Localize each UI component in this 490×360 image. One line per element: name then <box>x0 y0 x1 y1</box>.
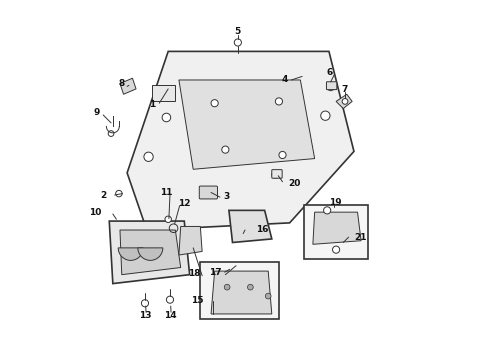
Circle shape <box>162 113 171 122</box>
Circle shape <box>272 171 279 178</box>
Circle shape <box>224 284 230 290</box>
Circle shape <box>165 216 172 222</box>
Circle shape <box>247 284 253 290</box>
Circle shape <box>266 293 271 299</box>
Circle shape <box>333 246 340 253</box>
Circle shape <box>108 131 114 136</box>
Circle shape <box>327 84 334 91</box>
Text: 12: 12 <box>178 199 191 208</box>
Text: 15: 15 <box>192 296 204 305</box>
Polygon shape <box>120 230 181 275</box>
Text: 9: 9 <box>94 108 100 117</box>
Text: 2: 2 <box>100 190 107 199</box>
Circle shape <box>211 100 218 107</box>
Wedge shape <box>138 248 163 260</box>
FancyBboxPatch shape <box>199 186 218 199</box>
Polygon shape <box>109 221 190 284</box>
Polygon shape <box>211 271 272 314</box>
Wedge shape <box>118 248 143 260</box>
Text: 8: 8 <box>119 79 124 88</box>
Text: 1: 1 <box>149 100 156 109</box>
FancyBboxPatch shape <box>200 262 279 319</box>
Text: 16: 16 <box>256 225 268 234</box>
Polygon shape <box>229 210 272 243</box>
Circle shape <box>144 152 153 161</box>
Text: 18: 18 <box>188 269 200 278</box>
Text: 6: 6 <box>327 68 333 77</box>
Circle shape <box>116 190 122 197</box>
Polygon shape <box>179 226 202 255</box>
Polygon shape <box>152 85 175 102</box>
Text: 17: 17 <box>209 268 222 277</box>
Text: 10: 10 <box>89 208 101 217</box>
Polygon shape <box>313 212 361 244</box>
Text: 13: 13 <box>139 311 151 320</box>
Circle shape <box>321 111 330 120</box>
Circle shape <box>279 152 286 158</box>
FancyBboxPatch shape <box>272 170 282 178</box>
Polygon shape <box>336 94 352 109</box>
Text: 7: 7 <box>342 85 348 94</box>
Polygon shape <box>120 78 136 94</box>
Circle shape <box>323 207 331 214</box>
Text: 3: 3 <box>223 192 230 201</box>
FancyBboxPatch shape <box>304 205 368 258</box>
Circle shape <box>142 300 148 307</box>
Text: 11: 11 <box>160 188 172 197</box>
Circle shape <box>222 146 229 153</box>
Polygon shape <box>127 51 354 230</box>
Text: 4: 4 <box>281 75 288 84</box>
Circle shape <box>342 99 348 104</box>
Circle shape <box>167 296 173 303</box>
Polygon shape <box>179 80 315 169</box>
Text: 21: 21 <box>354 233 367 242</box>
Text: 5: 5 <box>235 27 241 36</box>
Text: 19: 19 <box>329 198 342 207</box>
Circle shape <box>275 98 283 105</box>
Text: 14: 14 <box>164 311 176 320</box>
FancyBboxPatch shape <box>326 82 337 90</box>
Circle shape <box>234 39 242 46</box>
Text: 20: 20 <box>288 179 300 188</box>
